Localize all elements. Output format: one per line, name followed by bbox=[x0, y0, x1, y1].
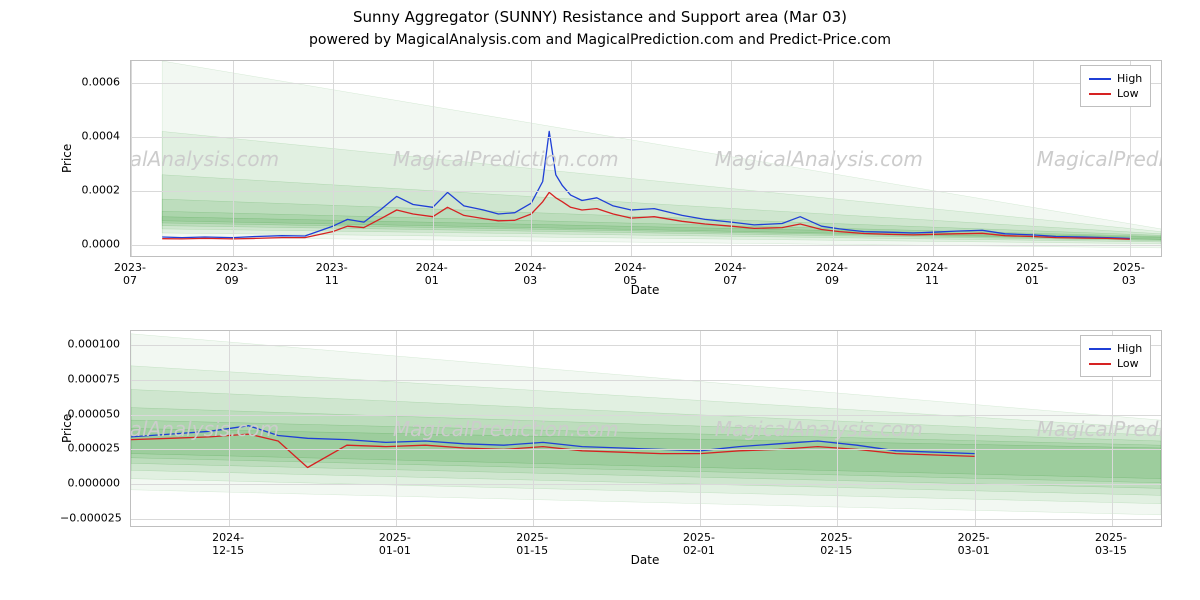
grid-line bbox=[631, 61, 632, 256]
grid-line bbox=[731, 61, 732, 256]
grid-line bbox=[396, 331, 397, 526]
grid-line bbox=[131, 191, 1161, 192]
x-tick-label: 2025-02-01 bbox=[683, 531, 715, 557]
x-tick-label: 2024-01 bbox=[416, 261, 448, 287]
legend-item-high: High bbox=[1089, 72, 1142, 85]
grid-line bbox=[131, 61, 132, 256]
y-tick-label: 0.000100 bbox=[60, 337, 120, 350]
grid-line bbox=[131, 449, 1161, 450]
top-plot-area: MagicalAnalysis.comMagicalPrediction.com… bbox=[130, 60, 1162, 257]
grid-line bbox=[131, 380, 1161, 381]
grid-line bbox=[833, 61, 834, 256]
top-chart-svg bbox=[131, 61, 1161, 256]
grid-line bbox=[531, 61, 532, 256]
y-tick-label: 0.0004 bbox=[60, 129, 120, 142]
legend-item-low: Low bbox=[1089, 357, 1142, 370]
x-tick-label: 2023-11 bbox=[316, 261, 348, 287]
legend-item-low: Low bbox=[1089, 87, 1142, 100]
x-tick-label: 2023-09 bbox=[216, 261, 248, 287]
x-tick-label: 2025-03-15 bbox=[1095, 531, 1127, 557]
legend-item-high: High bbox=[1089, 342, 1142, 355]
grid-line bbox=[131, 245, 1161, 246]
legend-label-high: High bbox=[1117, 72, 1142, 85]
legend-swatch-high bbox=[1089, 348, 1111, 350]
legend-swatch-low bbox=[1089, 93, 1111, 95]
y-axis-label: Price bbox=[60, 143, 74, 172]
x-tick-label: 2025-01-15 bbox=[516, 531, 548, 557]
x-tick-label: 2025-01-01 bbox=[379, 531, 411, 557]
grid-line bbox=[131, 484, 1161, 485]
legend: High Low bbox=[1080, 65, 1151, 107]
x-tick-label: 2025-02-15 bbox=[820, 531, 852, 557]
chart-subtitle: powered by MagicalAnalysis.com and Magic… bbox=[0, 32, 1200, 48]
bottom-plot-area: MagicalAnalysis.comMagicalPrediction.com… bbox=[130, 330, 1162, 527]
x-tick-label: 2023-07 bbox=[114, 261, 146, 287]
legend-label-low: Low bbox=[1117, 87, 1139, 100]
grid-line bbox=[433, 61, 434, 256]
grid-line bbox=[533, 331, 534, 526]
y-tick-label: 0.0000 bbox=[60, 238, 120, 251]
x-axis-label: Date bbox=[130, 553, 1160, 567]
x-tick-label: 2024-11 bbox=[916, 261, 948, 287]
grid-line bbox=[1033, 61, 1034, 256]
x-tick-label: 2024-03 bbox=[514, 261, 546, 287]
y-tick-label: 0.000050 bbox=[60, 407, 120, 420]
x-tick-label: 2025-03 bbox=[1113, 261, 1145, 287]
legend-swatch-low bbox=[1089, 363, 1111, 365]
y-tick-label: 0.0002 bbox=[60, 184, 120, 197]
grid-line bbox=[131, 519, 1161, 520]
x-tick-label: 2024-12-15 bbox=[212, 531, 244, 557]
y-tick-label: 0.000025 bbox=[60, 442, 120, 455]
x-tick-label: 2025-03-01 bbox=[958, 531, 990, 557]
figure: Sunny Aggregator (SUNNY) Resistance and … bbox=[0, 0, 1200, 600]
y-tick-label: 0.000000 bbox=[60, 477, 120, 490]
grid-line bbox=[131, 345, 1161, 346]
grid-line bbox=[131, 83, 1161, 84]
legend-label-high: High bbox=[1117, 342, 1142, 355]
x-tick-label: 2024-09 bbox=[816, 261, 848, 287]
x-tick-label: 2024-05 bbox=[614, 261, 646, 287]
grid-line bbox=[131, 415, 1161, 416]
legend-swatch-high bbox=[1089, 78, 1111, 80]
chart-title: Sunny Aggregator (SUNNY) Resistance and … bbox=[0, 8, 1200, 26]
y-tick-label: 0.0006 bbox=[60, 75, 120, 88]
x-tick-label: 2024-07 bbox=[714, 261, 746, 287]
y-tick-label: −0.000025 bbox=[60, 512, 120, 525]
grid-line bbox=[333, 61, 334, 256]
grid-line bbox=[233, 61, 234, 256]
grid-line bbox=[229, 331, 230, 526]
x-tick-label: 2025-01 bbox=[1016, 261, 1048, 287]
grid-line bbox=[933, 61, 934, 256]
bottom-chart-svg bbox=[131, 331, 1161, 526]
legend: High Low bbox=[1080, 335, 1151, 377]
y-tick-label: 0.000075 bbox=[60, 372, 120, 385]
grid-line bbox=[975, 331, 976, 526]
grid-line bbox=[837, 331, 838, 526]
grid-line bbox=[131, 137, 1161, 138]
legend-label-low: Low bbox=[1117, 357, 1139, 370]
grid-line bbox=[700, 331, 701, 526]
